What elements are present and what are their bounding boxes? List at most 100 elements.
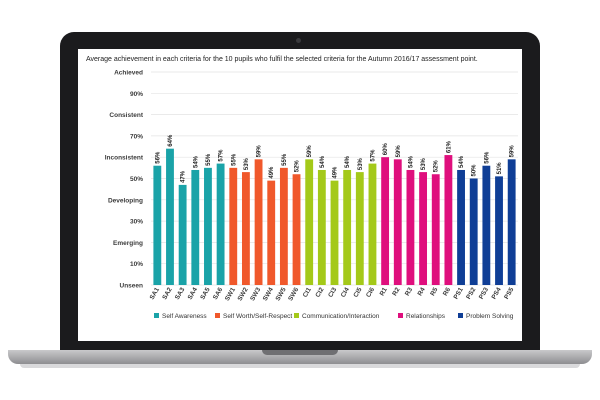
bar-ci5 bbox=[355, 172, 364, 285]
data-label: 59% bbox=[257, 145, 263, 158]
legend: Self Awareness Self Worth/Self-Respect Com… bbox=[154, 313, 514, 320]
x-tick-label: SW4 bbox=[262, 286, 275, 302]
x-tick-label: PS1 bbox=[453, 286, 465, 300]
legend-label: Relationships bbox=[406, 313, 446, 320]
bar-sa2 bbox=[166, 148, 174, 285]
bar-sa1 bbox=[153, 165, 162, 285]
x-tick-label: CI5 bbox=[352, 286, 363, 299]
chart-title: Average achievement in each criteria for… bbox=[86, 56, 478, 63]
legend-label: Problem Solving bbox=[466, 313, 514, 320]
y-tick-label: Consistent bbox=[109, 112, 143, 119]
data-label: 52% bbox=[295, 160, 301, 173]
x-tick-label: SA6 bbox=[212, 286, 225, 301]
data-label: 49% bbox=[333, 166, 339, 179]
data-label: 59% bbox=[396, 145, 402, 158]
bar-sa3 bbox=[178, 184, 187, 285]
bar-ps4 bbox=[495, 176, 503, 285]
data-label: 61% bbox=[446, 140, 452, 153]
bar-sw3 bbox=[254, 159, 263, 285]
laptop-base-notch bbox=[262, 350, 338, 355]
data-label: 59% bbox=[307, 145, 313, 158]
x-tick-label: SA4 bbox=[187, 286, 200, 301]
data-label: 64% bbox=[168, 134, 174, 147]
y-tick-label: 90% bbox=[130, 91, 143, 98]
camera-icon bbox=[296, 38, 301, 43]
x-tick-label: SA1 bbox=[149, 286, 162, 301]
bar-ps1 bbox=[457, 169, 465, 285]
bar-ps5 bbox=[507, 159, 516, 285]
x-tick-label: R4 bbox=[417, 286, 427, 297]
bar-sa5 bbox=[204, 167, 212, 285]
y-tick-label: Unseen bbox=[120, 283, 144, 290]
bar-sw5 bbox=[279, 167, 288, 285]
data-label: 56% bbox=[484, 151, 490, 164]
data-label: 53% bbox=[358, 157, 364, 170]
x-tick-label: CI3 bbox=[327, 286, 338, 299]
y-axis: Achieved 90% Consistent 70% Inconsistent 50% D… bbox=[105, 70, 144, 290]
data-label: 60% bbox=[383, 143, 389, 156]
bar-ci4 bbox=[343, 169, 352, 285]
x-tick-label: SW2 bbox=[237, 286, 250, 302]
data-label: 55% bbox=[231, 153, 237, 166]
x-tick-label: CI1 bbox=[302, 286, 313, 299]
x-tick-label: SW3 bbox=[249, 286, 262, 302]
x-tick-label: R6 bbox=[442, 286, 452, 297]
y-tick-label: Emerging bbox=[113, 240, 143, 247]
x-tick-label: CI2 bbox=[314, 286, 325, 299]
x-tick-label: PS3 bbox=[478, 286, 490, 300]
x-tick-label: R3 bbox=[404, 286, 414, 297]
data-label: 51% bbox=[497, 162, 503, 175]
legend-swatch bbox=[398, 313, 403, 318]
bar-r5 bbox=[431, 174, 440, 285]
data-label: 53% bbox=[244, 157, 250, 170]
bar-ci2 bbox=[317, 169, 326, 285]
legend-swatch bbox=[458, 313, 463, 318]
x-tick-label: CI6 bbox=[365, 286, 376, 299]
y-tick-label: 50% bbox=[130, 176, 143, 183]
data-label: 52% bbox=[434, 160, 440, 173]
data-label: 53% bbox=[421, 157, 427, 170]
y-tick-label: Developing bbox=[108, 197, 143, 204]
bar-sw6 bbox=[292, 174, 301, 285]
bar-r4 bbox=[419, 172, 428, 285]
x-tick-label: SW6 bbox=[287, 286, 300, 302]
bar-sw2 bbox=[241, 172, 250, 285]
data-label: 54% bbox=[408, 155, 414, 168]
x-tick-label: SA2 bbox=[161, 286, 174, 301]
laptop-screen: Average achievement in each criteria for… bbox=[78, 49, 522, 341]
bar-sa4 bbox=[191, 169, 200, 285]
bar-sw4 bbox=[267, 180, 276, 285]
data-label: 50% bbox=[472, 164, 478, 177]
bar-sa6 bbox=[216, 163, 225, 285]
data-label: 47% bbox=[181, 170, 187, 183]
bar-r1 bbox=[381, 157, 390, 285]
data-label: 54% bbox=[193, 155, 199, 168]
bar-sw1 bbox=[229, 167, 238, 285]
data-label: 55% bbox=[206, 153, 212, 166]
x-tick-label: SW1 bbox=[224, 286, 237, 302]
bar-ps3 bbox=[482, 165, 491, 285]
bar-r6 bbox=[444, 155, 453, 285]
data-label: 56% bbox=[155, 151, 161, 164]
legend-swatch bbox=[294, 313, 299, 318]
data-label: 55% bbox=[282, 153, 288, 166]
bar-ci1 bbox=[305, 159, 314, 285]
data-label: 57% bbox=[219, 149, 225, 162]
data-label: 57% bbox=[370, 149, 376, 162]
x-tick-label: R2 bbox=[391, 286, 401, 297]
x-tick-label: SW5 bbox=[275, 286, 288, 302]
x-tick-label: R1 bbox=[379, 286, 389, 297]
y-tick-label: 70% bbox=[130, 133, 143, 140]
x-tick-label: CI4 bbox=[340, 286, 351, 299]
bar-ci3 bbox=[330, 180, 339, 285]
legend-swatch bbox=[215, 313, 220, 318]
bar-chart: Average achievement in each criteria for… bbox=[86, 56, 518, 320]
data-label: 54% bbox=[459, 155, 465, 168]
data-label: 54% bbox=[345, 155, 351, 168]
y-tick-label: 30% bbox=[130, 219, 143, 226]
x-axis: SA1 SA2 SA3 SA4 SA5 SA6 SW1 SW2 SW3 SW4 SW5 SW6 CI1 C… bbox=[149, 286, 516, 302]
y-tick-label: Achieved bbox=[114, 70, 143, 77]
data-label: 49% bbox=[269, 166, 275, 179]
x-tick-label: SA3 bbox=[174, 286, 187, 301]
